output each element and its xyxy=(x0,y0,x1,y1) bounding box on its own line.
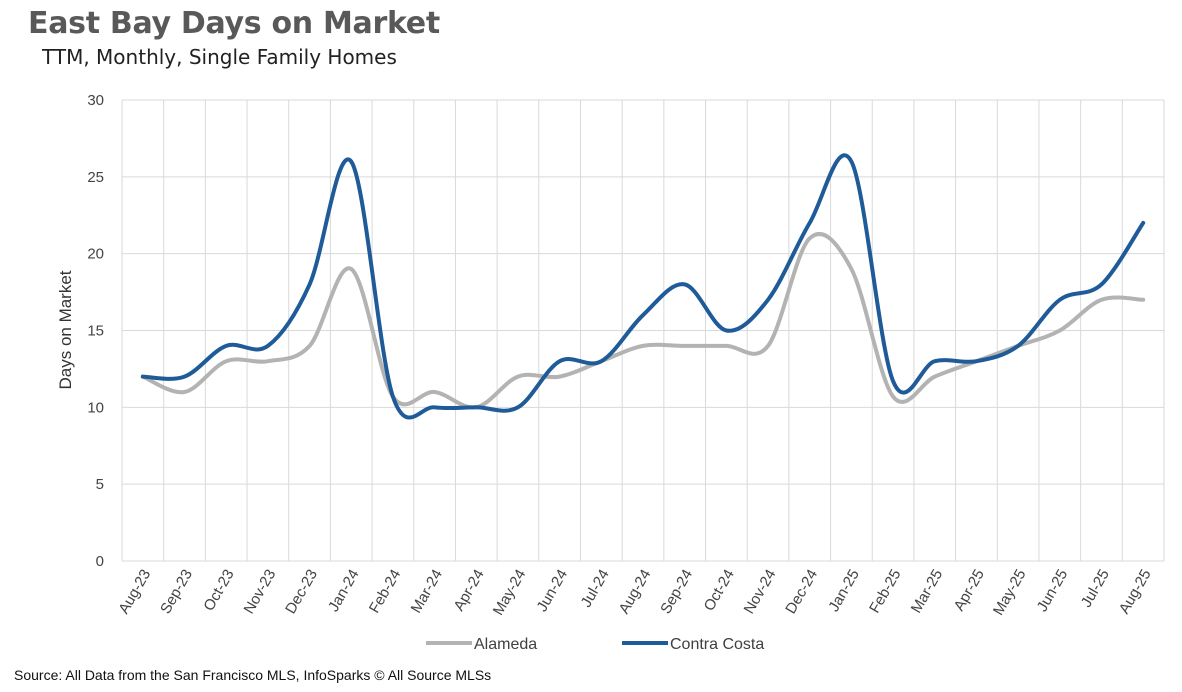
y-tick-label: 10 xyxy=(87,399,104,416)
legend: Alameda Contra Costa xyxy=(426,636,764,653)
x-tick-label: Aug-23 xyxy=(115,567,154,617)
x-tick-label: Aug-25 xyxy=(1116,567,1155,617)
x-tick-label: May-24 xyxy=(490,567,530,619)
x-tick-label: Nov-23 xyxy=(240,567,279,617)
y-axis-label: Days on Market xyxy=(56,270,75,389)
x-tick-label: Feb-25 xyxy=(866,567,904,617)
x-tick-label: Jan-24 xyxy=(325,567,363,615)
chart-subtitle: TTM, Monthly, Single Family Homes xyxy=(42,45,397,69)
x-tick-label: Mar-24 xyxy=(408,567,446,617)
y-tick-label: 0 xyxy=(96,553,104,570)
x-tick-label: Jul-25 xyxy=(1078,567,1113,611)
x-tick-label: Apr-25 xyxy=(951,566,988,613)
x-tick-label: Oct-24 xyxy=(701,567,738,614)
x-tick-label: Mar-25 xyxy=(908,567,946,617)
series-line-alameda xyxy=(140,232,1146,410)
legend-label-contra-costa: Contra Costa xyxy=(670,636,764,653)
x-tick-label: Dec-24 xyxy=(782,567,821,617)
source-note: Source: All Data from the San Francisco … xyxy=(14,667,492,683)
x-tick-label: Jan-25 xyxy=(825,567,863,615)
x-tick-label: Oct-23 xyxy=(200,567,237,614)
x-axis-ticks: Aug-23 Sep-23 Oct-23 Nov-23 Dec-23 Jan-24 Feb-… xyxy=(115,566,1154,618)
y-tick-label: 5 xyxy=(96,476,104,493)
x-tick-label: Nov-24 xyxy=(741,567,780,617)
x-tick-label: Aug-24 xyxy=(616,567,655,617)
x-tick-label: Apr-24 xyxy=(451,567,488,614)
series-line-contra-costa xyxy=(140,153,1146,420)
x-tick-label: Dec-23 xyxy=(282,567,321,617)
y-axis-ticks: 0 5 10 15 20 25 30 xyxy=(87,92,104,570)
legend-label-alameda: Alameda xyxy=(474,636,537,653)
y-tick-label: 30 xyxy=(87,92,104,109)
series-lines xyxy=(140,153,1146,420)
y-tick-label: 15 xyxy=(87,323,104,340)
y-tick-label: 20 xyxy=(87,246,104,263)
chart-title: East Bay Days on Market xyxy=(28,6,440,41)
x-tick-label: Jun-25 xyxy=(1034,567,1072,615)
y-tick-label: 25 xyxy=(87,169,104,186)
x-tick-label: Sep-23 xyxy=(157,567,196,617)
x-tick-label: Sep-24 xyxy=(657,567,696,617)
gridlines xyxy=(121,99,1165,562)
x-tick-label: Jul-24 xyxy=(578,567,613,611)
x-tick-label: May-25 xyxy=(990,567,1030,619)
x-tick-label: Feb-24 xyxy=(366,567,404,617)
x-tick-label: Jun-24 xyxy=(533,567,571,615)
